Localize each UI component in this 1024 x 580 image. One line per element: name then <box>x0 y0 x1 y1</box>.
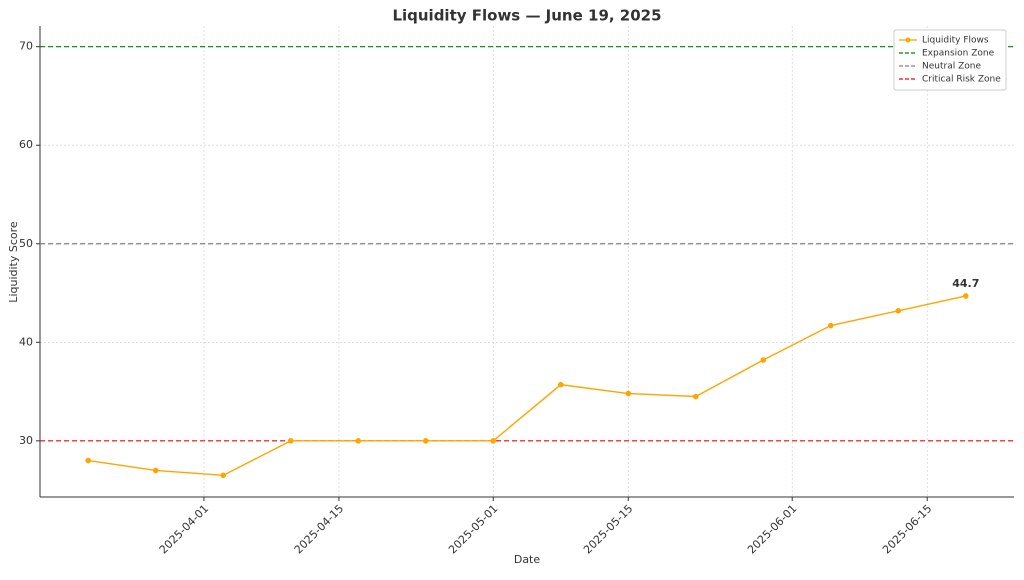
y-tick-label: 30 <box>19 434 33 447</box>
y-axis-label: Liquidity Score <box>7 221 20 303</box>
annotation: 44.7 <box>952 277 979 290</box>
point <box>895 307 902 314</box>
legend: Liquidity Flows Expansion Zone Neutral Zon… <box>893 29 1007 91</box>
x-tick-label: 2025-06-15 <box>880 502 934 556</box>
legend-box <box>893 29 1007 91</box>
point <box>355 438 362 444</box>
point <box>152 467 159 474</box>
legend-label: Liquidity Flows <box>922 36 989 46</box>
x-tick-label: 2025-04-15 <box>292 502 346 556</box>
point <box>760 357 767 363</box>
legend-swatch <box>905 37 911 43</box>
chart-title: Liquidity Flows — June 19, 2025 <box>392 7 661 25</box>
line <box>88 295 966 477</box>
legend-label: Expansion Zone <box>922 49 995 59</box>
x-tick-label: 2025-04-01 <box>157 502 211 556</box>
point <box>827 322 834 329</box>
point <box>220 472 227 479</box>
point <box>625 390 632 397</box>
x-tick-label: 2025-05-15 <box>581 502 635 556</box>
point <box>557 381 564 388</box>
y-tick-label: 70 <box>19 40 33 53</box>
x-tick-label: 2025-06-01 <box>745 502 799 556</box>
x-tick-label: 2025-05-01 <box>446 502 500 556</box>
y-tick-label: 40 <box>19 335 33 348</box>
legend-label: Neutral Zone <box>922 62 981 72</box>
point <box>85 457 92 464</box>
point <box>490 438 497 444</box>
y-tick-label: 50 <box>19 237 33 250</box>
point <box>692 393 699 400</box>
point <box>287 438 294 444</box>
x-axis-label: Date <box>514 553 541 566</box>
point <box>962 293 969 299</box>
point <box>422 438 429 444</box>
legend-label: Critical Risk Zone <box>922 75 1001 85</box>
y-tick-label: 60 <box>19 138 33 151</box>
